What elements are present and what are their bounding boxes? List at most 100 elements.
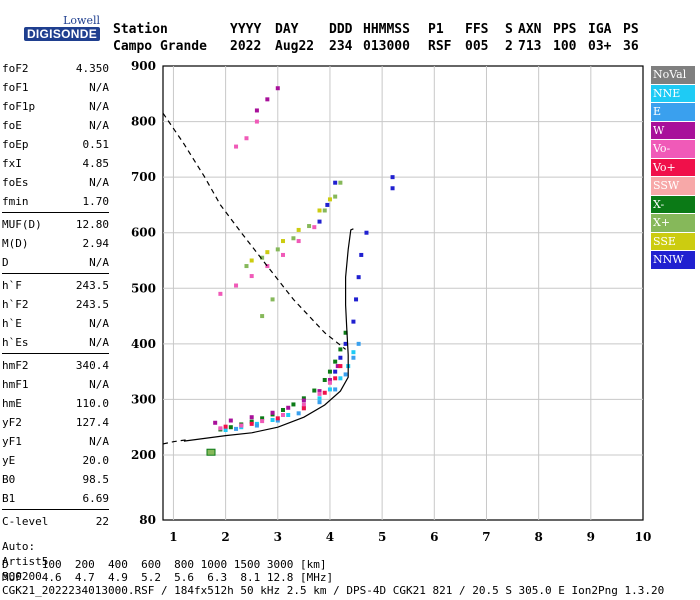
labels-7: S <box>505 22 513 37</box>
legend-item-w: W <box>651 121 695 139</box>
x-tick-label: 6 <box>430 530 438 544</box>
param-name: B1 <box>2 492 16 505</box>
labels-3: DDD <box>329 22 353 37</box>
values-2: Aug22 <box>275 39 315 54</box>
data-point-nne <box>351 350 356 355</box>
param-name: fxI <box>2 157 22 170</box>
data-point-x- <box>333 359 338 364</box>
legend-item-noval: NoVal <box>651 66 695 84</box>
data-point-vo- <box>265 264 270 269</box>
param-name: foE <box>2 119 22 132</box>
param-name: h`Es <box>2 336 29 349</box>
param-name: yF1 <box>2 435 22 448</box>
labels-8: AXN <box>518 22 542 37</box>
y-tick-label: 800 <box>131 115 156 129</box>
labels-0: Station <box>113 22 168 37</box>
data-point-vo- <box>239 423 244 428</box>
values-9: 100 <box>553 39 577 54</box>
param-value: 1.70 <box>82 195 110 208</box>
data-point-sse <box>317 208 322 213</box>
values-11: 36 <box>623 39 639 54</box>
logo-lowell: Lowell <box>63 14 100 27</box>
param-value: N/A <box>89 336 109 349</box>
data-point-nnw <box>364 230 369 235</box>
param-name: h`F2 <box>2 298 29 311</box>
param-value: 12.80 <box>75 218 109 231</box>
legend-item-x-: X- <box>651 195 695 213</box>
data-point-w <box>254 108 259 113</box>
data-point-vo- <box>218 291 223 296</box>
data-point-nnw <box>354 297 359 302</box>
param-row: MUF(D) 12.80 <box>2 215 109 234</box>
y-tick-label: 600 <box>131 226 156 240</box>
param-value: 0.51 <box>82 138 110 151</box>
data-point-x- <box>260 416 265 421</box>
param-row: foF1p N/A <box>2 97 109 116</box>
param-name: hmE <box>2 397 22 410</box>
param-row: foEs N/A <box>2 173 109 192</box>
param-value: 6.69 <box>82 492 110 505</box>
param-value: 4.85 <box>82 157 110 170</box>
param-row: foF1 N/A <box>2 78 109 97</box>
param-divider <box>2 353 109 354</box>
param-value: N/A <box>89 435 109 448</box>
legend-item-vo-: Vo+ <box>651 158 695 176</box>
x-tick-label: 9 <box>587 530 595 544</box>
x-tick-label: 3 <box>274 530 282 544</box>
data-point-vo- <box>296 239 301 244</box>
data-point-e <box>254 423 259 428</box>
data-point-w <box>327 377 332 382</box>
data-point-vo- <box>281 252 285 257</box>
parameter-panel: foF2 4.350 foF1 N/A foF1p N/A foE N/A foEp 0.51 fx… <box>2 59 109 584</box>
labels-4: HHMMSS <box>363 22 410 37</box>
data-point-nnw <box>343 341 348 346</box>
data-point-x- <box>281 407 285 412</box>
param-name: h`F <box>2 279 22 292</box>
legend-item-e: E <box>651 103 695 121</box>
values-1: 2022 <box>230 39 262 54</box>
data-point-vo- <box>281 412 285 417</box>
data-point-nnw <box>390 175 395 180</box>
param-row: foE N/A <box>2 116 109 135</box>
data-point-e <box>296 411 301 416</box>
y-tick-label: 700 <box>131 170 156 184</box>
param-value: 4.350 <box>75 62 109 75</box>
data-point-x- <box>260 255 265 260</box>
y-tick-label: 80 <box>139 513 156 527</box>
param-name: D <box>2 256 9 269</box>
param-value: 340.4 <box>75 359 109 372</box>
data-point-x- <box>291 236 296 241</box>
data-point-nnw <box>333 180 338 185</box>
data-point-vo- <box>234 283 239 288</box>
data-point-nne <box>270 417 275 422</box>
param-row: fxI 4.85 <box>2 154 109 173</box>
param-row: hmF2 340.4 <box>2 356 109 375</box>
param-name: foEs <box>2 176 29 189</box>
param-value: N/A <box>89 81 109 94</box>
auto-scaling-info: Auto: Artist5 500200 <box>2 539 109 584</box>
data-point-nnw <box>333 369 338 374</box>
lowell-digisonde-logo: Lowell DIGISONDE <box>8 6 104 44</box>
y-tick-label: 400 <box>131 337 156 351</box>
param-name: h`E <box>2 317 22 330</box>
param-row: D N/A <box>2 253 109 272</box>
param-divider <box>2 273 109 274</box>
param-row: foF2 4.350 <box>2 59 109 78</box>
legend-item-sse: SSE <box>651 232 695 250</box>
data-point-w <box>228 418 233 423</box>
param-name: fmin <box>2 195 29 208</box>
param-name: MUF(D) <box>2 218 42 231</box>
data-point-sse <box>249 258 254 263</box>
footer: D 100 200 400 600 800 1000 1500 3000 [km… <box>2 558 664 597</box>
values-7: 2 <box>505 39 513 54</box>
labels-11: PS <box>623 22 639 37</box>
param-value: N/A <box>89 256 109 269</box>
param-row: h`F 243.5 <box>2 276 109 295</box>
data-point-vo- <box>249 421 254 426</box>
values-6: 005 <box>465 39 489 54</box>
data-point-vo- <box>312 225 317 230</box>
data-point-vo- <box>322 390 327 395</box>
data-point-x- <box>228 425 233 430</box>
x-tick-label: 2 <box>221 530 229 544</box>
